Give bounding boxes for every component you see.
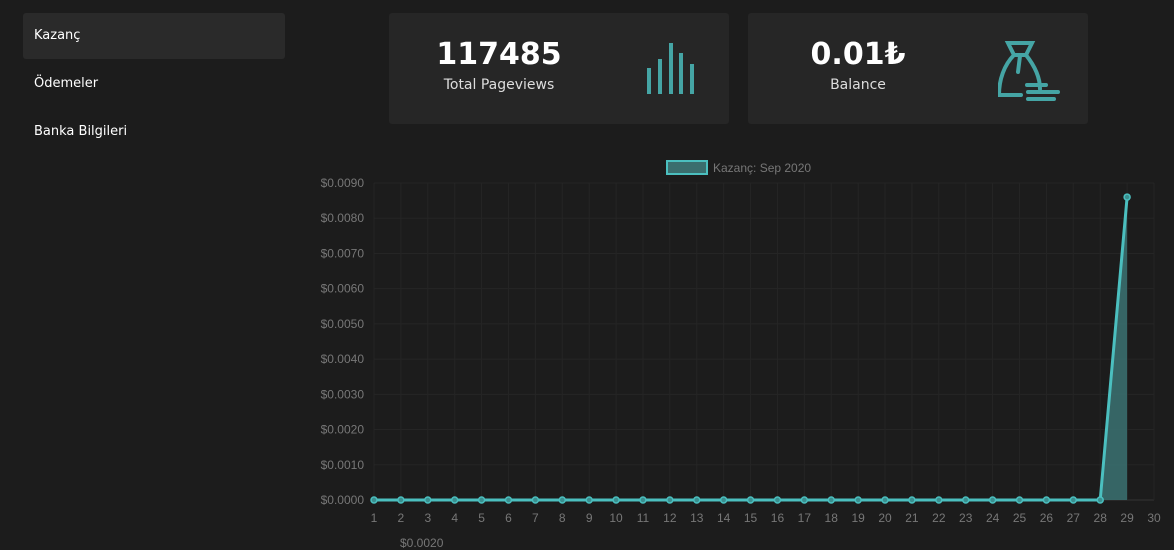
data-point — [908, 496, 916, 504]
data-point — [666, 496, 674, 504]
data-point — [746, 496, 755, 504]
data-point — [827, 496, 835, 504]
x-tick-label: 26 — [1040, 511, 1054, 525]
x-tick-label: 10 — [609, 511, 623, 525]
y-tick-label: $0.0090 — [321, 176, 365, 190]
x-tick-label: 25 — [1013, 511, 1027, 525]
pageviews-label: Total Pageviews — [443, 77, 555, 93]
data-point — [881, 496, 889, 504]
x-tick-label: 17 — [798, 511, 812, 525]
data-point — [693, 496, 701, 504]
x-tick-label: 12 — [663, 511, 677, 525]
sidebar-item-odemeler[interactable]: Ödemeler — [34, 76, 99, 91]
x-tick-label: 13 — [690, 511, 704, 525]
sidebar: Kazanç Ödemeler Banka Bilgileri — [23, 13, 285, 157]
data-point — [719, 496, 728, 504]
x-tick-label: 29 — [1120, 511, 1134, 525]
x-tick-label: 15 — [744, 511, 758, 525]
x-tick-label: 28 — [1094, 511, 1108, 525]
x-tick-label: 27 — [1067, 511, 1081, 525]
data-point — [1015, 496, 1024, 504]
y-tick-label: $0.0010 — [321, 458, 365, 472]
data-point — [450, 496, 459, 504]
x-tick-label: 6 — [505, 511, 512, 525]
balance-label: Balance — [830, 77, 886, 93]
x-tick-label: 1 — [371, 511, 378, 525]
tooltip-partial-label: $0.0020 — [400, 536, 444, 550]
data-point — [370, 496, 378, 504]
data-point — [424, 496, 432, 504]
data-point — [558, 496, 567, 504]
sidebar-item-kazanc[interactable]: Kazanç — [23, 13, 285, 59]
legend-swatch — [666, 160, 708, 175]
balance-value: 0.01₺ — [810, 37, 906, 72]
data-point — [531, 496, 540, 504]
y-tick-label: $0.0020 — [321, 423, 365, 437]
x-tick-label: 11 — [637, 511, 650, 525]
x-tick-label: 3 — [424, 511, 431, 525]
x-tick-label: 2 — [398, 511, 405, 525]
money-bag-icon — [998, 41, 1060, 101]
y-tick-label: $0.0030 — [321, 387, 365, 401]
x-tick-label: 5 — [478, 511, 485, 525]
x-tick-label: 30 — [1147, 511, 1161, 525]
sidebar-item-banka-bilgileri[interactable]: Banka Bilgileri — [34, 124, 128, 139]
data-point — [1069, 496, 1078, 504]
y-tick-label: $0.0060 — [321, 282, 365, 296]
data-point — [585, 496, 593, 504]
pageviews-value: 117485 — [436, 37, 562, 72]
x-tick-label: 8 — [559, 511, 566, 525]
y-tick-label: $0.0080 — [321, 211, 365, 225]
data-point — [1123, 193, 1131, 201]
legend-label: Kazanç: Sep 2020 — [713, 160, 812, 175]
data-point — [639, 496, 647, 504]
data-point — [988, 496, 997, 504]
x-tick-label: 18 — [825, 511, 839, 525]
data-point — [854, 496, 862, 504]
balance-card: 0.01₺ Balance — [748, 13, 1088, 124]
y-tick-label: $0.0070 — [321, 246, 365, 260]
x-tick-label: 4 — [451, 511, 458, 525]
data-point — [1096, 496, 1104, 504]
x-tick-label: 16 — [771, 511, 785, 525]
x-tick-label: 23 — [959, 511, 973, 525]
x-tick-label: 20 — [878, 511, 892, 525]
bar-chart-icon — [647, 43, 694, 94]
x-tick-label: 7 — [532, 511, 539, 525]
y-tick-label: $0.0040 — [321, 352, 365, 366]
x-tick-label: 21 — [905, 511, 919, 525]
x-tick-label: 19 — [851, 511, 865, 525]
chart-legend[interactable]: Kazanç: Sep 2020 — [666, 160, 811, 175]
data-point — [935, 496, 943, 504]
data-point — [773, 496, 782, 504]
data-point — [961, 496, 970, 504]
x-tick-label: 22 — [932, 511, 946, 525]
pageviews-card: 117485 Total Pageviews — [389, 13, 729, 124]
x-tick-label: 24 — [986, 511, 1000, 525]
data-point — [504, 496, 513, 504]
data-point — [477, 496, 486, 504]
data-point — [1042, 496, 1051, 504]
data-point — [397, 496, 405, 504]
y-tick-label: $0.0000 — [321, 493, 365, 507]
x-tick-label: 9 — [586, 511, 593, 525]
y-tick-label: $0.0050 — [321, 317, 365, 331]
x-tick-label: 14 — [717, 511, 731, 525]
data-point — [800, 496, 809, 504]
data-point — [612, 496, 620, 504]
